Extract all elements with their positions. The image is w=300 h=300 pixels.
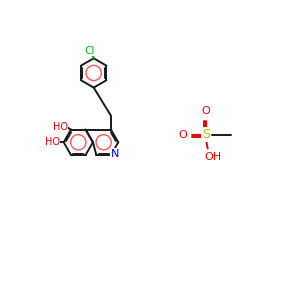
Text: HO: HO — [45, 137, 60, 147]
Text: Cl: Cl — [84, 46, 94, 56]
Text: O: O — [202, 106, 211, 116]
Text: S: S — [202, 128, 210, 141]
Text: OH: OH — [205, 152, 222, 162]
Text: O: O — [178, 130, 188, 140]
Text: HO: HO — [53, 122, 68, 131]
Text: N: N — [111, 149, 119, 159]
